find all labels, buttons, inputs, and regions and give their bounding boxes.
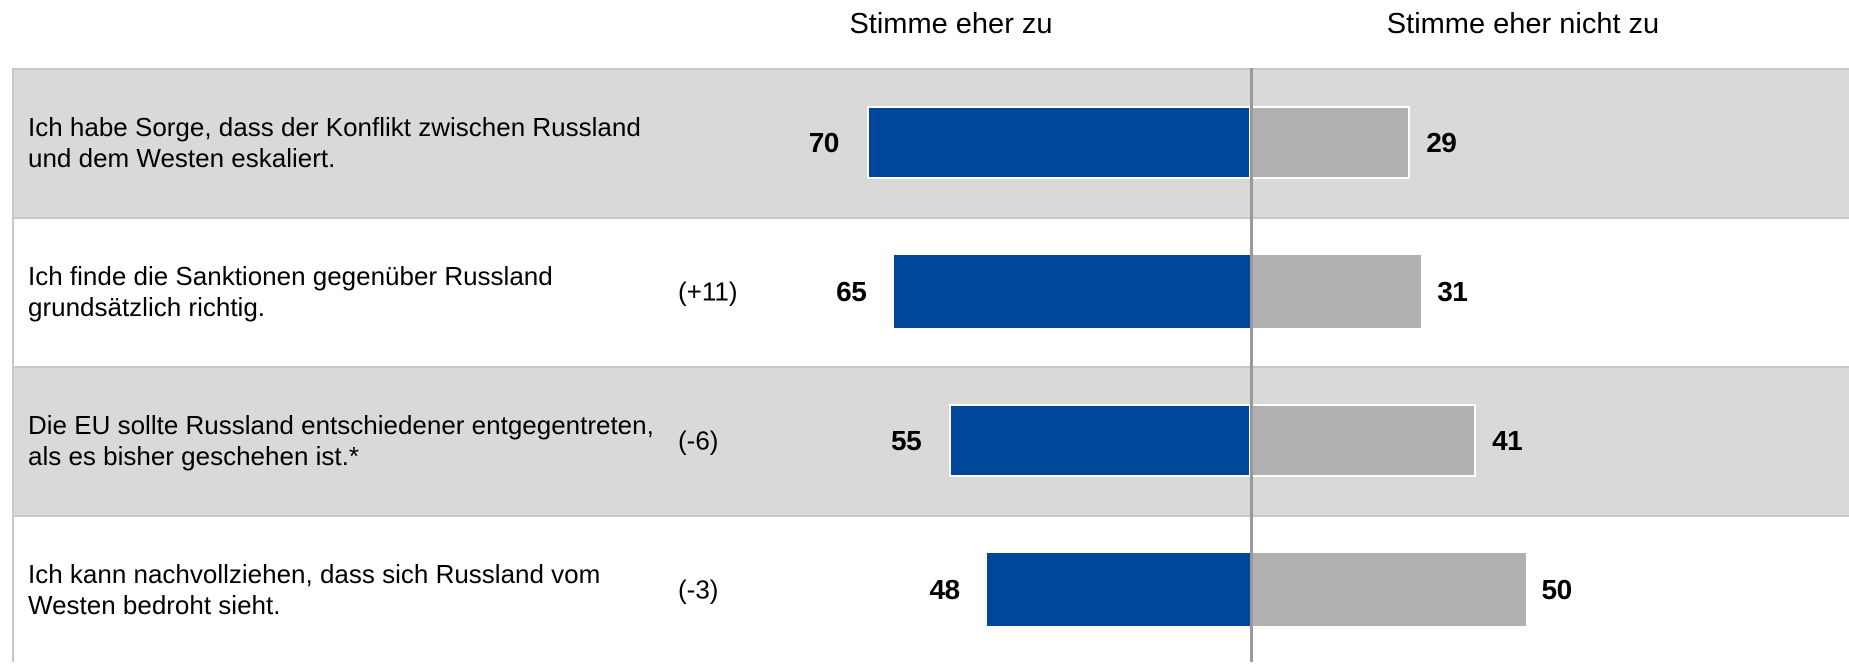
left-border: [12, 68, 14, 662]
value-label: 29: [1426, 126, 1457, 158]
change-label: (-3): [678, 574, 719, 604]
legend-label: Stimme eher nicht zu: [1386, 8, 1660, 40]
change-label: (-6): [678, 425, 719, 455]
row-label: Die EU sollte Russland entschiedener ent…: [28, 409, 654, 471]
row-band: [13, 366, 1849, 515]
bar: [866, 106, 1251, 179]
value-label: 65: [836, 275, 867, 307]
bar: [1251, 255, 1422, 328]
row-label: Ich finde die Sanktionen gegenüber Russl…: [28, 260, 553, 322]
bar: [987, 553, 1251, 626]
bar: [1251, 553, 1526, 626]
center-axis: [1250, 68, 1253, 662]
value-label: 50: [1541, 573, 1573, 605]
bar: [949, 404, 1251, 477]
row-label: Ich habe Sorge, dass der Konflikt zwisch…: [28, 111, 641, 173]
change-label: (+11): [678, 276, 738, 306]
value-label: 31: [1437, 275, 1468, 307]
value-label: 41: [1492, 424, 1523, 456]
bar: [1251, 106, 1411, 179]
bar: [894, 255, 1251, 328]
value-label: 55: [891, 424, 922, 456]
legend-label: Stimme eher zu: [849, 8, 1053, 40]
value-label: 70: [808, 126, 840, 158]
row-label: Ich kann nachvollziehen, dass sich Russl…: [28, 558, 601, 620]
row-band: [13, 515, 1849, 664]
value-label: 48: [929, 573, 960, 605]
bar: [1251, 404, 1477, 477]
